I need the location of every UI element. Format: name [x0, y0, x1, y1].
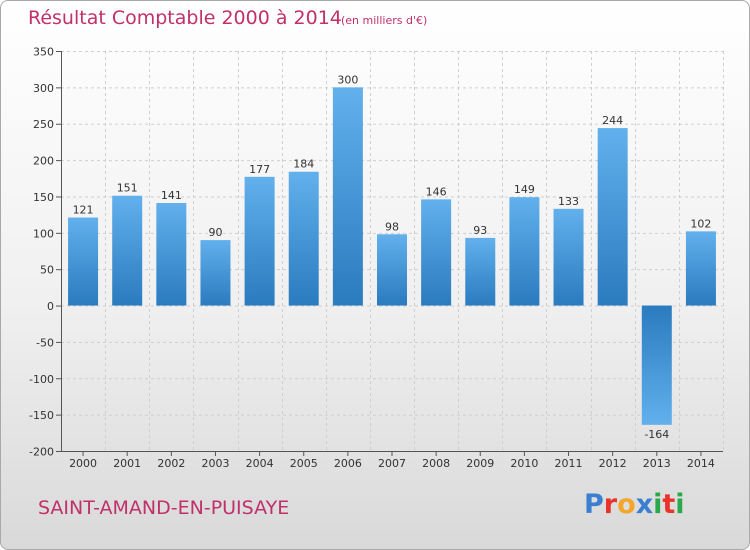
logo-letter: o — [617, 489, 636, 520]
y-tick-label: 150 — [33, 191, 54, 204]
proxiti-logo: Proxiti — [584, 489, 685, 520]
bar-2003 — [200, 240, 231, 306]
bar-2000 — [68, 217, 99, 306]
y-tick-label: -150 — [29, 409, 54, 422]
data-label-2006: 300 — [337, 73, 358, 86]
y-tick-label: 50 — [40, 264, 54, 277]
x-tick-label: 2009 — [466, 457, 494, 470]
bar-2011 — [553, 208, 584, 306]
x-tick-label: 2008 — [422, 457, 450, 470]
chart-subtitle: (en milliers d'€) — [341, 14, 428, 27]
data-label-2013: -164 — [644, 428, 669, 441]
bar-2010 — [509, 197, 540, 306]
y-tick-label: -100 — [29, 373, 54, 386]
x-tick-label: 2012 — [599, 457, 627, 470]
bar-2002 — [156, 203, 187, 306]
data-label-2005: 184 — [293, 158, 314, 171]
bar-2012 — [597, 128, 628, 306]
bar-2008 — [421, 199, 452, 306]
data-label-2012: 244 — [602, 114, 623, 127]
x-tick-label: 2005 — [290, 457, 318, 470]
axes: 350 300 250 200 150 100 50 0 -50 -100 -150 -200 2000… — [29, 46, 723, 470]
bar-2013 — [641, 305, 672, 425]
data-label-2000: 121 — [73, 204, 94, 217]
x-tick-label: 2007 — [378, 457, 406, 470]
y-tick-label: 100 — [33, 227, 54, 240]
data-label-2002: 141 — [161, 189, 182, 202]
x-tick-label: 2014 — [687, 457, 715, 470]
y-tick-label: -200 — [29, 446, 54, 459]
x-tick-label: 2002 — [157, 457, 185, 470]
data-labels: 121 151 141 90 177 184 300 98 146 93 149 133 244 -164… — [73, 73, 712, 440]
bar-2007 — [377, 234, 407, 306]
bars — [68, 87, 716, 425]
x-tick-label: 2006 — [334, 457, 362, 470]
data-label-2001: 151 — [117, 182, 138, 195]
bar-2001 — [112, 195, 143, 306]
data-label-2004: 177 — [249, 163, 270, 176]
y-tick-label: 250 — [33, 118, 54, 131]
data-label-2007: 98 — [385, 220, 399, 233]
bar-2009 — [465, 237, 496, 306]
logo-letter: r — [603, 489, 618, 520]
y-tick-label: 200 — [33, 155, 54, 168]
data-label-2010: 149 — [514, 183, 535, 196]
data-label-2008: 146 — [426, 185, 447, 198]
logo-letter: x — [635, 489, 654, 520]
x-tick-label: 2010 — [510, 457, 538, 470]
data-label-2009: 93 — [473, 224, 487, 237]
commune-name: SAINT-AMAND-EN-PUISAYE — [38, 497, 290, 519]
chart-title: Résultat Comptable 2000 à 2014 — [28, 7, 342, 29]
x-tick-label: 2004 — [246, 457, 274, 470]
y-tick-label: -50 — [36, 336, 54, 349]
y-tick-label: 300 — [33, 82, 54, 95]
bar-2005 — [288, 171, 319, 306]
bar-2014 — [685, 231, 716, 306]
bar-2006 — [332, 87, 363, 306]
x-tick-label: 2000 — [69, 457, 97, 470]
y-tick-label: 0 — [47, 300, 54, 313]
logo-letter: t — [662, 489, 676, 520]
x-tick-label: 2011 — [555, 457, 583, 470]
y-tick-label: 350 — [33, 46, 54, 59]
x-tick-label: 2003 — [201, 457, 229, 470]
logo-letter: P — [584, 489, 604, 520]
x-tick-label: 2013 — [643, 457, 671, 470]
logo-letter: i — [675, 489, 685, 520]
data-label-2014: 102 — [690, 217, 711, 230]
data-label-2003: 90 — [208, 226, 222, 239]
data-label-2011: 133 — [558, 195, 579, 208]
x-tick-label: 2001 — [113, 457, 141, 470]
bar-2004 — [244, 176, 275, 306]
logo-letter: i — [653, 489, 663, 520]
